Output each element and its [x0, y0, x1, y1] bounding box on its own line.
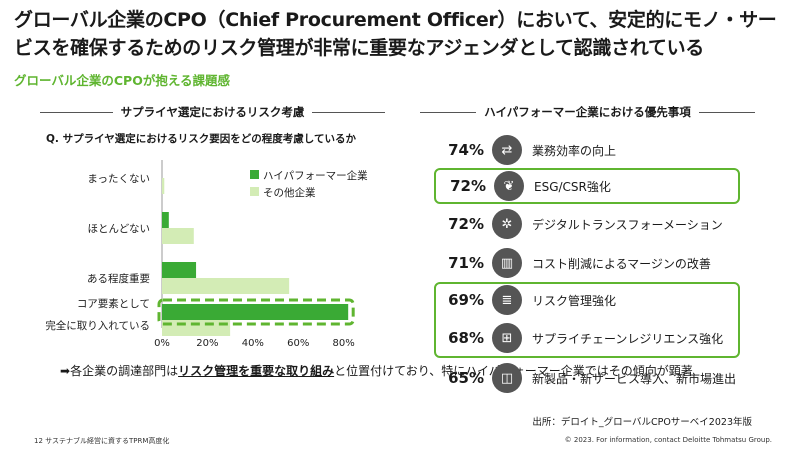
priority-row: 69% ≣ リスク管理強化 — [434, 282, 740, 318]
page-title: グローバル企業のCPO（Chief Procurement Officer）にお… — [14, 9, 777, 59]
left-section-header: サプライヤ選定におけるリスク考慮 — [40, 104, 385, 120]
left-header-rule-right — [312, 111, 385, 113]
highlight-outline — [157, 298, 355, 326]
priority-percent: 69% — [448, 291, 484, 309]
left-section-title: サプライヤ選定におけるリスク考慮 — [120, 105, 305, 119]
source-note: 出所：デロイト_グローバルCPOサーベイ2023年版 — [532, 417, 752, 428]
x-tick-label: 40% — [242, 338, 264, 349]
priority-label: コスト削減によるマージンの改善 — [532, 256, 711, 271]
bar-high-performer — [162, 212, 169, 228]
priority-label: ESG/CSR強化 — [534, 179, 611, 194]
priority-label: リスク管理強化 — [532, 293, 617, 308]
priority-percent: 74% — [448, 141, 484, 159]
priority-row: 72% ✲ デジタルトランスフォーメーション — [434, 206, 740, 242]
right-header-rule-right — [698, 111, 756, 113]
note-text-1: 各企業の調達部門は — [70, 364, 179, 378]
right-section-header: ハイパフォーマー企業における優先事項 — [420, 104, 756, 120]
x-tick-label: 0% — [154, 338, 170, 349]
bar-other — [162, 278, 290, 294]
priority-label: 業務効率の向上 — [532, 143, 617, 158]
network-icon: ⊞ — [492, 323, 522, 353]
arrow-icon: ➡ — [60, 364, 71, 378]
priority-row: 68% ⊞ サプライチェーンレジリエンス強化 — [434, 320, 740, 356]
priority-row: 74% ⇄ 業務効率の向上 — [434, 132, 740, 168]
priority-percent: 68% — [448, 329, 484, 347]
x-tick-label: 60% — [287, 338, 309, 349]
priority-label: 新製品・新サービス導入、新市場進出 — [532, 371, 737, 386]
legend-swatch — [250, 187, 259, 196]
priority-label: デジタルトランスフォーメーション — [532, 217, 723, 232]
category-label: ほとんどない — [88, 223, 150, 235]
x-tick-label: 80% — [333, 338, 355, 349]
note-emphasis: リスク管理を重要な取り組み — [178, 364, 335, 378]
left-header-rule-left — [40, 111, 113, 113]
leaf-icon: ❦ — [494, 171, 524, 201]
right-header-rule-left — [420, 111, 477, 113]
legend-label: その他企業 — [263, 186, 316, 199]
priority-percent: 72% — [450, 177, 486, 195]
page-subtitle: グローバル企業のCPOが抱える課題感 — [14, 73, 230, 88]
priority-percent: 71% — [448, 254, 484, 272]
priority-label: サプライチェーンレジリエンス強化 — [532, 331, 724, 346]
category-label: 完全に取り入れている — [45, 319, 150, 332]
handshake-icon: ⇄ — [492, 135, 522, 165]
legend-swatch — [250, 170, 259, 179]
priority-row: 71% ▥ コスト削減によるマージンの改善 — [434, 245, 740, 281]
product-icon: ◫ — [492, 363, 522, 393]
bar-other — [162, 178, 165, 194]
right-section-title: ハイパフォーマー企業における優先事項 — [484, 105, 691, 119]
footer-copyright: © 2023. For information, contact Deloitt… — [564, 436, 772, 444]
database-icon: ≣ — [492, 285, 522, 315]
risk-group-outline — [434, 282, 740, 358]
survey-question: Q. サプライヤ選定におけるリスク要因をどの程度考慮しているか — [46, 133, 356, 145]
bar-other — [162, 228, 194, 244]
priority-percent: 65% — [448, 369, 484, 387]
x-tick-label: 20% — [196, 338, 218, 349]
category-label: コア要素として — [77, 297, 150, 310]
priority-percent: 72% — [448, 215, 484, 233]
bar-high-performer — [162, 304, 349, 320]
priority-row: 65% ◫ 新製品・新サービス導入、新市場進出 — [434, 360, 740, 396]
bar-high-performer — [162, 262, 197, 278]
footer-page-label: 12 サステナブル経営に資するTPRM高度化 — [34, 437, 170, 445]
priority-row: 72% ❦ ESG/CSR強化 — [434, 168, 740, 204]
legend-label: ハイパフォーマー企業 — [263, 169, 368, 182]
category-label: ある程度重要 — [87, 272, 150, 285]
category-label: まったくない — [87, 173, 150, 185]
bar-other — [162, 320, 231, 336]
bar-chart-icon: ▥ — [492, 248, 522, 278]
aperture-icon: ✲ — [492, 209, 522, 239]
